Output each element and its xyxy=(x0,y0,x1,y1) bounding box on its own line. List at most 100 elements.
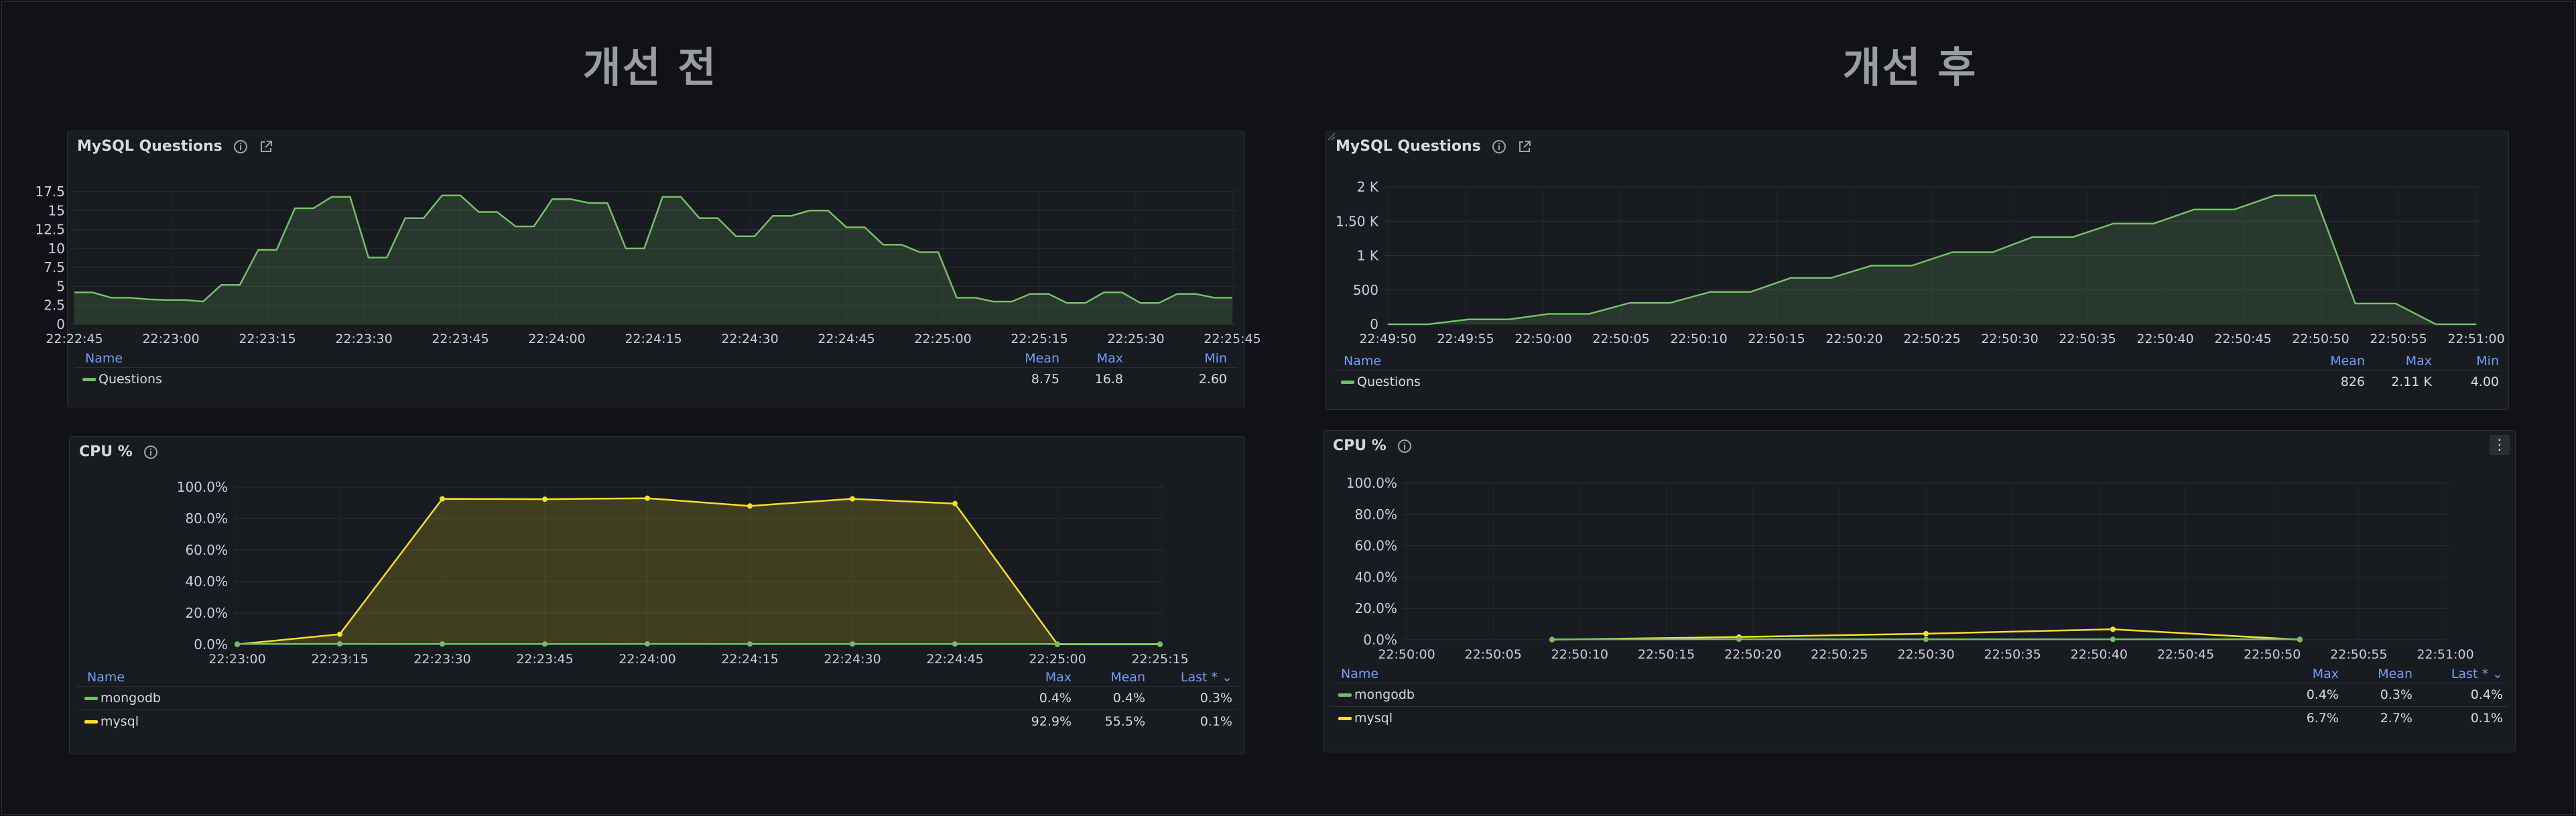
legend-value-c3: 0.1% xyxy=(1200,714,1232,729)
external-link-icon[interactable] xyxy=(1517,139,1532,154)
legend-header-c2[interactable]: Mean xyxy=(1110,670,1145,685)
series-line-questions xyxy=(1388,194,2476,326)
x-tick-label: 22:49:55 xyxy=(1437,332,1494,346)
panel-title-bar: CPU % xyxy=(79,444,158,460)
info-icon[interactable] xyxy=(143,445,158,460)
x-tick-label: 22:50:35 xyxy=(2059,332,2116,346)
y-tick-label: 12.5 xyxy=(35,222,65,238)
legend-series-name: mysql xyxy=(1354,711,1393,726)
legend-header-name[interactable]: Name xyxy=(1344,354,1382,368)
legend-header-c1[interactable]: Max xyxy=(1045,670,1072,685)
legend-row-mysql[interactable]: mysql 92.9% 55.5% 0.1% xyxy=(76,709,1238,733)
x-tick-label: 22:51:00 xyxy=(2447,332,2504,346)
legend-row-mongodb[interactable]: mongodb 0.4% 0.3% 0.4% xyxy=(1330,683,2508,706)
data-point xyxy=(747,503,753,509)
series-color-swatch xyxy=(84,697,98,700)
panel-title-bar: MySQL Questions xyxy=(77,138,273,155)
legend-row-questions[interactable]: Questions 826 2.11 K 4.00 xyxy=(1333,370,2502,393)
y-tick-label: 15 xyxy=(48,202,65,218)
data-point xyxy=(2110,636,2116,642)
data-point xyxy=(542,496,548,502)
legend-header-c1[interactable]: Mean xyxy=(1025,351,1059,366)
y-tick-label: 80.0% xyxy=(1354,506,1397,523)
external-link-icon[interactable] xyxy=(259,139,273,154)
legend-header-name[interactable]: Name xyxy=(1341,667,1379,681)
legend-header: Name Mean Max Min xyxy=(74,351,1238,367)
panel-menu-button[interactable]: ⋮ xyxy=(2490,435,2510,455)
legend-header-c3[interactable]: Min xyxy=(2476,354,2499,368)
legend-table: Name Mean Max Min Questions 8.75 16.8 2.60 xyxy=(74,351,1238,391)
y-tick-label: 20.0% xyxy=(1354,600,1397,616)
x-tick-label: 22:51:00 xyxy=(2417,647,2473,662)
x-tick-label: 22:49:50 xyxy=(1359,332,1416,346)
legend-header: Name Max Mean Last * ⌄ xyxy=(76,670,1238,686)
legend-header: Name Max Mean Last * ⌄ xyxy=(1330,667,2508,683)
legend-header-c2[interactable]: Max xyxy=(1096,351,1123,366)
legend-header-name[interactable]: Name xyxy=(87,670,125,685)
x-tick-label: 22:24:15 xyxy=(721,652,778,667)
y-tick-label: 7.5 xyxy=(44,259,65,275)
y-tick-label: 100.0% xyxy=(177,479,228,495)
y-tick-label: 2.5 xyxy=(44,297,65,314)
resize-handle-icon[interactable] xyxy=(1326,131,1336,141)
legend-header-c3[interactable]: Last * ⌄ xyxy=(2451,667,2503,681)
legend-value-c2: 0.4% xyxy=(1112,691,1145,705)
y-tick-label: 0.0% xyxy=(1363,632,1397,648)
x-tick-label: 22:23:45 xyxy=(516,652,573,667)
legend-value-c1: 6.7% xyxy=(2306,711,2339,726)
x-tick-label: 22:25:30 xyxy=(1107,332,1164,346)
x-tick-label: 22:25:15 xyxy=(1131,652,1188,667)
y-tick-label: 60.0% xyxy=(185,542,228,558)
legend-row-mysql[interactable]: mysql 6.7% 2.7% 0.1% xyxy=(1330,706,2508,730)
legend-header-c3[interactable]: Min xyxy=(1204,351,1227,366)
legend-row-questions[interactable]: Questions 8.75 16.8 2.60 xyxy=(74,367,1238,391)
legend-row-mongodb[interactable]: mongodb 0.4% 0.4% 0.3% xyxy=(76,686,1238,709)
heading-before: 개선 전 xyxy=(582,43,718,92)
x-tick-label: 22:50:55 xyxy=(2330,647,2387,662)
legend-value-c1: 8.75 xyxy=(1031,372,1059,387)
panel-title: CPU % xyxy=(1333,437,1387,454)
series-color-swatch xyxy=(1338,693,1352,697)
legend-header-c3[interactable]: Last * ⌄ xyxy=(1180,670,1232,685)
data-point xyxy=(2110,626,2116,632)
x-tick-label: 22:50:25 xyxy=(1811,647,1868,662)
legend-series-name: Questions xyxy=(99,372,162,387)
chart-before-mysql-questions: 0 2.5 5 7.5 10 12.5 15 17.5 22:22:45 22:23:00 22:2… xyxy=(35,184,1261,346)
panel-after-cpu[interactable]: CPU % ⋮ 0.0% 20.0% 40.0% 60.0% 80.0% 100.0% 22… xyxy=(1323,430,2516,752)
x-tick-label: 22:50:10 xyxy=(1670,332,1727,346)
data-point xyxy=(440,641,445,647)
data-point xyxy=(1157,641,1163,647)
x-tick-label: 22:50:35 xyxy=(1984,647,2041,662)
legend-header-name[interactable]: Name xyxy=(85,351,123,366)
info-icon[interactable] xyxy=(233,139,248,154)
heading-after: 개선 후 xyxy=(1842,43,1978,92)
x-tick-label: 22:23:45 xyxy=(432,332,489,346)
x-tick-label: 22:24:15 xyxy=(625,332,682,346)
data-point xyxy=(337,631,342,637)
x-tick-label: 22:24:45 xyxy=(926,652,983,667)
x-tick-label: 22:50:45 xyxy=(2214,332,2271,346)
data-point xyxy=(1923,630,1929,636)
legend-value-c3: 2.60 xyxy=(1198,372,1227,387)
panel-title-bar: MySQL Questions xyxy=(1336,138,1532,155)
legend-header-c1[interactable]: Max xyxy=(2312,667,2339,681)
legend-header-c1[interactable]: Mean xyxy=(2330,354,2365,368)
legend-series-name: mongodb xyxy=(101,691,161,705)
y-tick-label: 20.0% xyxy=(185,605,228,621)
data-point xyxy=(1055,641,1060,647)
y-tick-label: 1 K xyxy=(1357,248,1379,264)
x-tick-label: 22:50:50 xyxy=(2244,647,2301,662)
legend-header-c2[interactable]: Max xyxy=(2405,354,2432,368)
info-icon[interactable] xyxy=(1397,439,1412,454)
series-color-swatch xyxy=(84,720,98,724)
info-icon[interactable] xyxy=(1492,139,1506,154)
panel-before-cpu[interactable]: CPU % 0.0% 20.0% 40.0% 60.0% 80.0% 100.0% 22:2… xyxy=(69,436,1245,754)
panel-before-mysql-questions[interactable]: MySQL Questions 0 2.5 5 7.5 10 12.5 15 17.5 22:2… xyxy=(35,131,1261,407)
x-tick-label: 22:50:30 xyxy=(1981,332,2038,346)
legend-header-c2[interactable]: Mean xyxy=(2378,667,2412,681)
data-point xyxy=(850,641,855,647)
panel-after-mysql-questions[interactable]: MySQL Questions 0 500 1 K 1.50 K 2 K 22:49:50… xyxy=(1326,131,2509,410)
x-tick-label: 22:23:00 xyxy=(208,652,265,667)
legend-value-c2: 55.5% xyxy=(1104,714,1145,729)
y-tick-label: 2 K xyxy=(1357,179,1379,195)
